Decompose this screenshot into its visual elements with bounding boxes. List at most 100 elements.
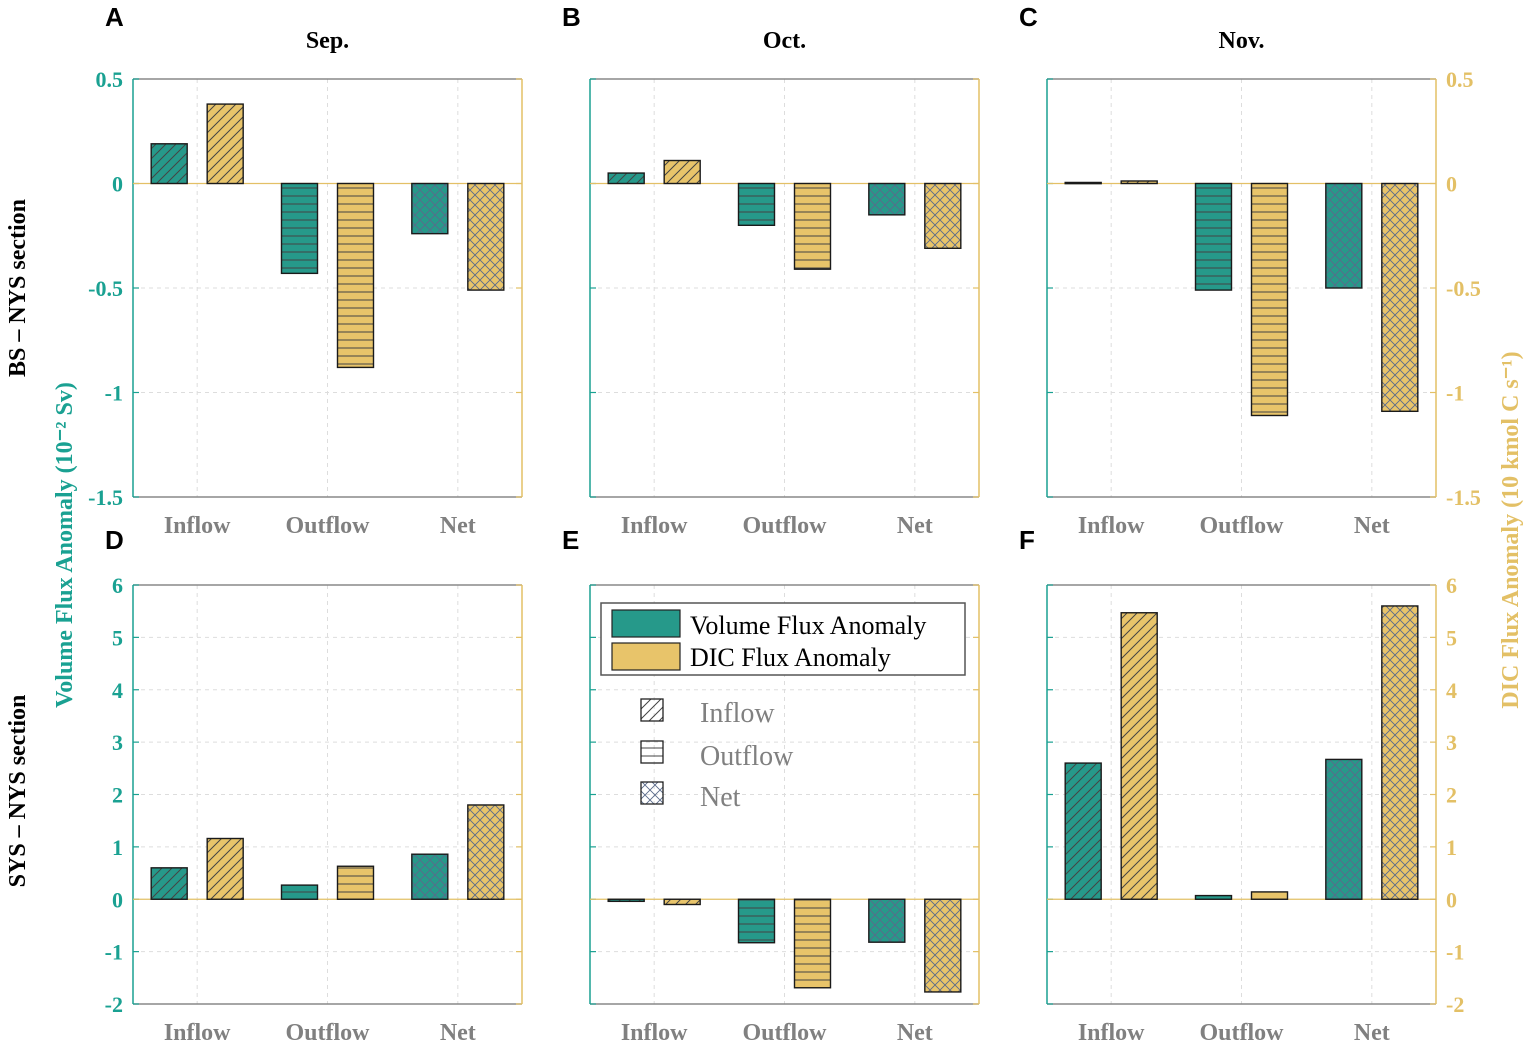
bar-dic-net-hatch [467,804,505,900]
tick-label-right: 1 [1446,835,1457,860]
panel-b: Inflow Outflow Net B Oct. [562,2,980,539]
bar-volume-outflow-hatch [737,182,776,226]
bar-dic-outflow-hatch [793,898,832,989]
bar-dic-net-hatch [1381,605,1419,900]
bar-dic-outflow-hatch [1250,891,1289,900]
category-label-outflow: Outflow [1200,1020,1285,1046]
bar-dic-outflow-hatch [336,865,375,900]
bar-volume-net-hatch [411,182,449,235]
tick-label-left: -1.5 [88,485,123,510]
tick-label-left: 2 [112,783,123,808]
tick-label-right: -0.5 [1446,276,1481,301]
legend-label-dic: DIC Flux Anomaly [690,643,891,672]
legend-pattern-net: Net [700,782,741,813]
category-label-net: Net [897,513,933,539]
tick-label-right: -1.5 [1446,485,1481,510]
panel-d: Inflow Outflow Net D 6 5 4 3 2 1 0 -1 -2 [105,525,523,1046]
bar-volume-outflow-hatch [280,884,319,900]
category-label-net: Net [440,1020,476,1046]
tick-label-left: 0 [112,172,123,197]
panel-title-b: Oct. [763,28,806,54]
bar-dic-outflow-hatch [1250,182,1289,417]
bar-dic-inflow-hatch [1120,612,1158,900]
tick-label-right: 0.5 [1446,67,1474,92]
bar-dic-net-hatch [924,898,962,993]
bar-volume-outflow-hatch [737,898,776,944]
tick-label-right: 3 [1446,730,1457,755]
panel-letter-f: F [1019,525,1035,555]
row-label-bottom: SYS – NYS section [5,695,31,888]
panel-letter-c: C [1019,2,1038,32]
bar-volume-inflow-hatch [1064,181,1102,185]
category-label-inflow: Inflow [621,513,688,539]
category-label-inflow: Inflow [621,1020,688,1046]
tick-label-left: 3 [112,730,123,755]
bar-dic-net-hatch [924,182,962,249]
panel-letter-e: E [562,525,579,555]
category-label-outflow: Outflow [743,513,828,539]
tick-label-right: 0 [1446,887,1457,912]
tick-label-right: 2 [1446,783,1457,808]
bar-volume-inflow-hatch [150,867,188,900]
bar-dic-net-hatch [467,182,505,291]
category-label-net: Net [897,1020,933,1046]
bar-volume-net-hatch [868,898,906,943]
panel-title-c: Nov. [1218,28,1264,54]
tick-label-right: -2 [1446,992,1464,1017]
tick-label-left: -2 [105,992,123,1017]
bar-volume-net-hatch [868,182,906,216]
tick-label-left: -0.5 [88,276,123,301]
legend-label-volume: Volume Flux Anomaly [690,611,926,640]
bar-volume-outflow-hatch [280,182,319,275]
bar-dic-inflow-hatch [663,898,701,906]
bar-volume-inflow-hatch [150,143,188,185]
panel-title-a: Sep. [306,28,349,54]
tick-label-left: 6 [112,573,123,598]
category-label-net: Net [1354,1020,1390,1046]
bar-dic-inflow-hatch [206,837,244,900]
panel-letter-b: B [562,2,581,32]
panel-f: Inflow Outflow Net F 6 5 4 3 2 1 0 -1 -2 [1019,525,1464,1046]
category-label-outflow: Outflow [1200,513,1285,539]
panel-letter-d: D [105,525,124,555]
panel-c: Inflow Outflow Net C Nov. 0.5 0 -0.5 -1 -1.5 [1019,2,1481,539]
tick-label-right: 4 [1446,678,1457,703]
legend-swatch-dic [611,642,681,671]
category-label-inflow: Inflow [1078,513,1145,539]
tick-label-left: 0.5 [96,67,124,92]
bar-volume-net-hatch [1325,182,1363,289]
legend-swatch-volume [611,609,681,638]
legend-pattern-net-swatch [640,781,664,805]
bar-dic-net-hatch [1381,182,1419,413]
panel-letter-a: A [105,2,124,32]
tick-label-right: 6 [1446,573,1457,598]
tick-label-right: -1 [1446,381,1464,406]
category-label-inflow: Inflow [164,1020,231,1046]
legend-pattern-inflow: Inflow [700,698,775,729]
bar-volume-outflow-hatch [1194,182,1233,291]
legend: Volume Flux Anomaly DIC Flux Anomaly Inf… [600,602,966,813]
bar-dic-outflow-hatch [793,182,832,270]
tick-label-left: 4 [112,678,123,703]
bar-dic-inflow-hatch [663,159,701,185]
category-label-inflow: Inflow [1078,1020,1145,1046]
tick-label-right: 5 [1446,625,1457,650]
tick-label-right: -1 [1446,940,1464,965]
tick-label-left: 5 [112,625,123,650]
category-label-net: Net [1354,513,1390,539]
bar-volume-outflow-hatch [1194,894,1233,900]
left-axis-title: Volume Flux Anomaly (10⁻² Sv) [52,382,78,708]
category-label-outflow: Outflow [286,1020,371,1046]
legend-pattern-outflow-swatch [640,740,664,764]
tick-label-right: 0 [1446,172,1457,197]
bar-volume-net-hatch [1325,758,1363,900]
bar-dic-outflow-hatch [336,182,375,369]
row-label-top: BS – NYS section [5,199,31,377]
category-label-inflow: Inflow [164,513,231,539]
tick-label-left: 1 [112,835,123,860]
tick-label-left: -1 [105,940,123,965]
tick-label-left: -1 [105,381,123,406]
category-label-net: Net [440,513,476,539]
bar-dic-inflow-hatch [1120,180,1158,185]
